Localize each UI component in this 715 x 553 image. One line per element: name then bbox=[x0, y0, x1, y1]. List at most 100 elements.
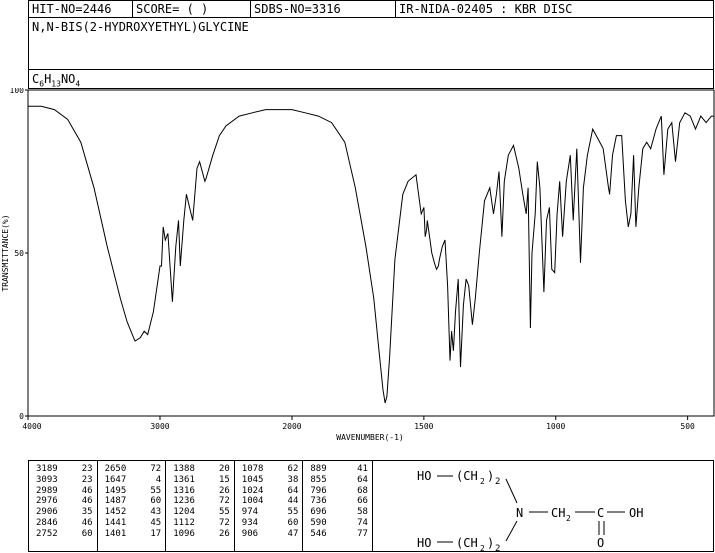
svg-text:2: 2 bbox=[480, 544, 485, 551]
peak-transmittance: 72 bbox=[150, 464, 162, 474]
peak-wavenumber: 1112 bbox=[173, 517, 195, 528]
compound-name: N,N-BIS(2-HYDROXYETHYL)GLYCINE bbox=[32, 20, 249, 34]
peak-row: 1316 26 bbox=[166, 486, 234, 497]
y-tick-label-100: 100 bbox=[10, 88, 25, 95]
peak-column: 889 41 855 64 796 68 736 66 696 58 590 74 546 77 bbox=[303, 461, 372, 551]
peak-row: 1441 45 bbox=[98, 518, 166, 529]
peak-row: 855 64 bbox=[303, 475, 372, 486]
x-tick-label-500: 500 bbox=[680, 422, 695, 431]
peak-transmittance: 60 bbox=[81, 528, 93, 539]
peak-row: 1401 17 bbox=[98, 529, 166, 540]
ch2-middle: CH bbox=[551, 506, 565, 520]
peak-wavenumber: 2976 bbox=[36, 496, 58, 507]
peak-row: 1495 55 bbox=[98, 486, 166, 497]
peak-row: 1204 55 bbox=[166, 507, 234, 518]
peak-wavenumber: 974 bbox=[241, 507, 259, 518]
plot-frame bbox=[27, 89, 715, 417]
y-tick-label-0: 0 bbox=[19, 412, 24, 421]
peak-transmittance: 64 bbox=[287, 485, 299, 496]
peak-transmittance: 64 bbox=[357, 474, 368, 485]
peak-row: 546 77 bbox=[303, 529, 372, 540]
svg-text:2: 2 bbox=[495, 544, 500, 551]
peak-wavenumber: 696 bbox=[310, 507, 327, 518]
peak-row: 1045 38 bbox=[235, 475, 303, 486]
peak-transmittance: 58 bbox=[357, 507, 368, 518]
peak-transmittance: 47 bbox=[287, 528, 299, 539]
peak-table: 3189 23 3093 23 2989 46 2976 46 2906 35 2846 46 2752… bbox=[28, 460, 373, 552]
peak-transmittance: 68 bbox=[357, 485, 368, 496]
peak-wavenumber: 934 bbox=[241, 517, 259, 528]
structure-box: HO (CH 2 ) 2 N CH 2 C OH O HO (CH 2 ) 2 bbox=[372, 460, 714, 552]
peak-transmittance: 26 bbox=[218, 528, 230, 539]
peak-transmittance: 41 bbox=[357, 464, 368, 474]
x-tick-label-4000: 4000 bbox=[22, 422, 41, 431]
peak-wavenumber: 1316 bbox=[173, 485, 195, 496]
spectrum-line bbox=[28, 105, 714, 404]
chemical-structure: HO (CH 2 ) 2 N CH 2 C OH O HO (CH 2 ) 2 bbox=[417, 469, 643, 551]
peak-wavenumber: 1647 bbox=[104, 474, 127, 485]
peak-column: 1078 62 1045 38 1024 64 1004 44 974 55 934 60 906 47 bbox=[235, 461, 304, 551]
hydroxyl-bottom: HO bbox=[417, 536, 431, 550]
peak-row: 1112 72 bbox=[166, 518, 234, 529]
sdbs-number: SDBS-NO=3316 bbox=[251, 1, 396, 17]
peak-row: 1004 44 bbox=[235, 496, 303, 507]
peak-transmittance: 72 bbox=[218, 517, 230, 528]
peak-transmittance: 20 bbox=[218, 464, 230, 474]
peak-wavenumber: 1487 bbox=[104, 496, 127, 507]
peak-transmittance: 55 bbox=[218, 507, 230, 518]
peak-transmittance: 77 bbox=[357, 528, 368, 539]
peak-row: 1236 72 bbox=[166, 496, 234, 507]
y-tick-label-50: 50 bbox=[14, 249, 24, 258]
peak-transmittance: 46 bbox=[81, 496, 93, 507]
peak-wavenumber: 590 bbox=[310, 517, 327, 528]
hydroxyl-top: HO bbox=[417, 469, 431, 483]
x-tick-label-1500: 1500 bbox=[414, 422, 433, 431]
svg-text:2: 2 bbox=[566, 514, 571, 523]
peak-row: 1647 4 bbox=[98, 475, 166, 486]
hit-number: HIT-NO=2446 bbox=[29, 1, 133, 17]
peak-wavenumber: 1004 bbox=[241, 496, 264, 507]
x-tick-label-1000: 1000 bbox=[546, 422, 565, 431]
peak-wavenumber: 1236 bbox=[173, 496, 195, 507]
carbon-atom: C bbox=[597, 506, 604, 520]
peak-wavenumber: 1078 bbox=[241, 464, 264, 474]
x-axis: 4000 3000 2000 1500 1000 500 bbox=[22, 416, 695, 431]
peak-wavenumber: 1388 bbox=[173, 464, 195, 474]
peak-column: 1388 20 1361 15 1316 26 1236 72 1204 55 1112 72 1096… bbox=[166, 461, 235, 551]
peak-wavenumber: 796 bbox=[310, 485, 327, 496]
peak-transmittance: 62 bbox=[287, 464, 299, 474]
sample-info: IR-NIDA-02405 : KBR DISC bbox=[399, 2, 573, 16]
peak-row: 2650 72 bbox=[98, 464, 166, 475]
peak-row: 1361 15 bbox=[166, 475, 234, 486]
peak-wavenumber: 1045 bbox=[241, 474, 264, 485]
peak-row: 796 68 bbox=[303, 486, 372, 497]
peak-transmittance: 55 bbox=[150, 485, 162, 496]
x-tick-label-2000: 2000 bbox=[282, 422, 301, 431]
ch2-top: (CH bbox=[456, 469, 478, 483]
peak-transmittance: 23 bbox=[81, 464, 93, 474]
peak-transmittance: 15 bbox=[218, 474, 230, 485]
peak-transmittance: 26 bbox=[218, 485, 230, 496]
peak-wavenumber: 1361 bbox=[173, 474, 195, 485]
hydroxyl-acid: OH bbox=[629, 506, 643, 520]
peak-wavenumber: 906 bbox=[241, 528, 259, 539]
peak-transmittance: 4 bbox=[155, 474, 162, 485]
header-bar: HIT-NO=2446 SCORE= ( ) SDBS-NO=3316 IR-N… bbox=[28, 0, 714, 18]
peak-wavenumber: 1204 bbox=[173, 507, 195, 518]
peak-row: 3093 23 bbox=[29, 475, 97, 486]
peak-row: 736 66 bbox=[303, 496, 372, 507]
peak-row: 590 74 bbox=[303, 518, 372, 529]
peak-row: 906 47 bbox=[235, 529, 303, 540]
peak-transmittance: 72 bbox=[218, 496, 230, 507]
peak-transmittance: 60 bbox=[150, 496, 162, 507]
peak-wavenumber: 736 bbox=[310, 496, 327, 507]
x-axis-label: WAVENUMBER(-1) bbox=[336, 433, 403, 442]
svg-text:): ) bbox=[487, 536, 494, 550]
x-tick-label-3000: 3000 bbox=[150, 422, 169, 431]
peak-transmittance: 66 bbox=[357, 496, 368, 507]
peak-row: 2752 60 bbox=[29, 529, 97, 540]
formula-box: C6H13NO4 bbox=[28, 69, 714, 89]
peak-row: 1096 26 bbox=[166, 529, 234, 540]
peak-row: 889 41 bbox=[303, 464, 372, 475]
